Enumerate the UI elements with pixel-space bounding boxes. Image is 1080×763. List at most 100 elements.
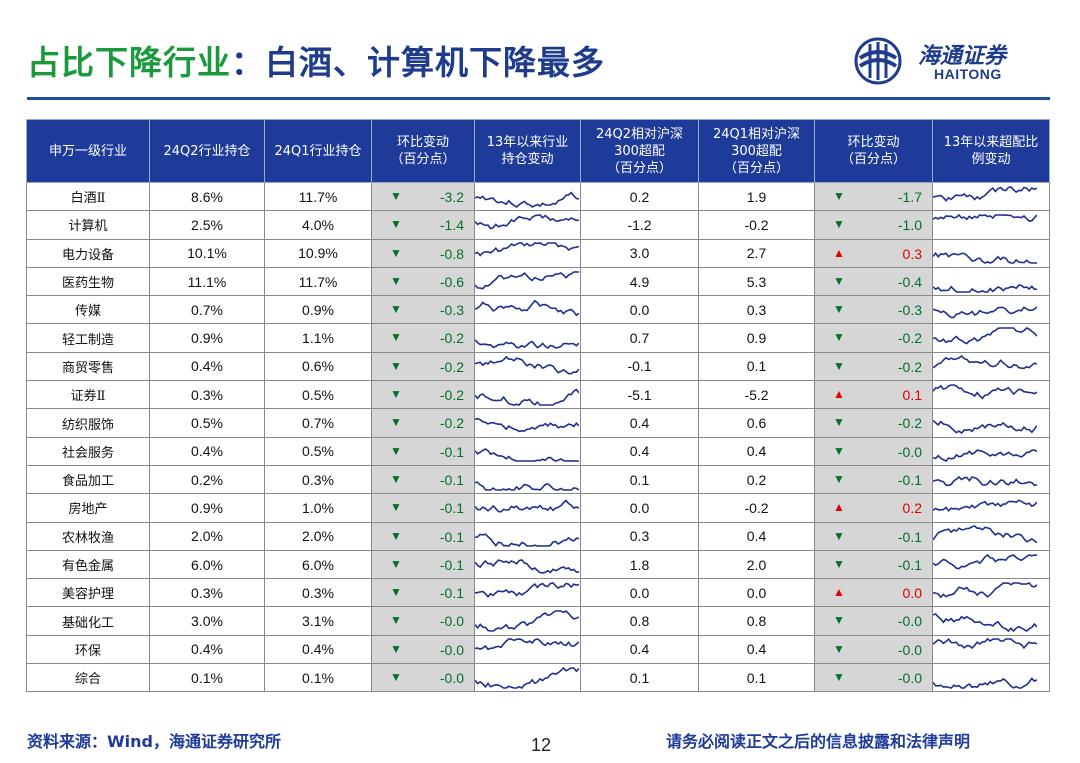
change-value: -0.2	[439, 415, 464, 432]
overweight-sparkline	[933, 475, 1037, 486]
holding-sparkline	[475, 388, 579, 406]
sparkline-path	[933, 613, 1037, 633]
holding-sparkline	[475, 356, 579, 375]
down-arrow-icon: ▼	[390, 670, 402, 685]
change-value: -0.2	[439, 387, 464, 404]
holding-change: ▼ -0.0	[371, 606, 475, 636]
holding-change: ▼ -0.0	[371, 634, 475, 665]
down-arrow-icon: ▼	[390, 500, 402, 515]
industry-name: 食品加工	[26, 464, 150, 495]
holding-change: ▼ -0.8	[371, 238, 475, 268]
overweight-sparkline-cell	[932, 464, 1050, 495]
overweight-change: ▼ -0.0	[814, 606, 933, 636]
overweight-sparkline	[933, 449, 1037, 463]
holding-change: ▼ -0.3	[371, 295, 475, 325]
holding-24q1: 11.7%	[264, 181, 372, 212]
holding-24q1: 6.0%	[264, 549, 372, 580]
down-arrow-icon: ▼	[390, 217, 402, 232]
table-row: 计算机 2.5% 4.0% ▼ -1.4 -1.2 -0.2 ▼ -1.0	[26, 210, 1050, 240]
sparkline-path	[933, 252, 1037, 265]
table-row: 社会服务 0.4% 0.5% ▼ -0.1 0.4 0.4 ▼ -0.0	[26, 436, 1050, 466]
overweight-24q2: 0.2	[580, 181, 699, 212]
holding-sparkline-cell	[474, 266, 581, 297]
overweight-change: ▼ -0.2	[814, 408, 933, 438]
overweight-24q2: 0.4	[580, 634, 699, 665]
holding-24q2: 0.3%	[149, 380, 265, 410]
overweight-sparkline-cell	[932, 578, 1050, 608]
industry-table: 申万一级行业 24Q2行业持仓 24Q1行业持仓 环比变动 （百分点） 13年以来行业 …	[26, 119, 1050, 693]
overweight-24q1: 2.7	[698, 238, 815, 268]
holding-24q2: 10.1%	[149, 238, 265, 268]
change-value: -0.1	[897, 556, 922, 573]
table-header: 申万一级行业 24Q2行业持仓 24Q1行业持仓 环比变动 （百分点） 13年以来行业 …	[26, 119, 1050, 183]
page-number: 12	[531, 735, 552, 755]
table-row: 食品加工 0.2% 0.3% ▼ -0.1 0.1 0.2 ▼ -0.1	[26, 464, 1050, 495]
holding-24q2: 11.1%	[149, 266, 265, 297]
holding-sparkline-cell	[474, 493, 581, 523]
change-value: -0.6	[439, 273, 464, 290]
industry-name: 电力设备	[26, 238, 150, 268]
holding-sparkline-cell	[474, 436, 581, 466]
table-row: 轻工制造 0.9% 1.1% ▼ -0.2 0.7 0.9 ▼ -0.2	[26, 323, 1050, 353]
holding-24q1: 1.0%	[264, 493, 372, 523]
overweight-change: ▼ -0.1	[814, 549, 933, 580]
change-value: -0.1	[439, 556, 464, 573]
logo-en: HAITONG	[934, 66, 1002, 82]
overweight-24q1: 0.3	[698, 295, 815, 325]
holding-sparkline	[475, 666, 579, 689]
industry-name: 基础化工	[26, 606, 150, 636]
holding-sparkline	[475, 191, 579, 208]
overweight-change: ▼ -0.1	[814, 521, 933, 551]
overweight-24q2: 0.0	[580, 578, 699, 608]
down-arrow-icon: ▼	[833, 189, 845, 203]
sparkline-path	[933, 185, 1037, 202]
down-arrow-icon: ▼	[833, 670, 845, 685]
overweight-24q1: 0.1	[698, 351, 815, 382]
holding-24q1: 0.5%	[264, 436, 372, 466]
sparkline-path	[933, 327, 1037, 345]
table-row: 基础化工 3.0% 3.1% ▼ -0.0 0.8 0.8 ▼ -0.0	[26, 606, 1050, 636]
column-header: 24Q1行业持仓	[264, 119, 372, 183]
overweight-24q1: 0.4	[698, 634, 815, 665]
holding-change: ▼ -1.4	[371, 210, 475, 240]
sparkline-path	[475, 242, 579, 257]
holding-24q1: 0.3%	[264, 578, 372, 608]
overweight-24q2: -0.1	[580, 351, 699, 382]
down-arrow-icon: ▼	[833, 528, 845, 543]
down-arrow-icon: ▼	[833, 415, 845, 430]
holding-sparkline-cell	[474, 549, 581, 580]
holding-change: ▼ -0.2	[371, 323, 475, 353]
change-value: 0.0	[902, 585, 922, 602]
holding-24q2: 3.0%	[149, 606, 265, 636]
holding-sparkline	[475, 480, 579, 491]
change-value: -0.1	[439, 528, 464, 545]
overweight-sparkline-cell	[932, 210, 1050, 240]
holding-24q1: 0.7%	[264, 408, 372, 438]
overweight-24q1: 0.4	[698, 521, 815, 551]
sparkline-path	[933, 581, 1037, 599]
change-value: -0.3	[897, 302, 922, 319]
sparkline-path	[475, 638, 579, 651]
industry-name: 医药生物	[26, 266, 150, 297]
down-arrow-icon: ▼	[390, 471, 402, 486]
change-value: -0.2	[897, 415, 922, 432]
up-arrow-icon: ▲	[833, 387, 845, 402]
column-header: 环比变动 （百分点）	[814, 119, 933, 183]
overweight-change: ▼ -0.2	[814, 351, 933, 382]
overweight-change: ▲ 0.0	[814, 578, 933, 608]
holding-sparkline	[475, 270, 579, 290]
overweight-24q2: 0.1	[580, 464, 699, 495]
overweight-24q1: 0.1	[698, 663, 815, 693]
change-value: -0.0	[439, 613, 464, 630]
sparkline-path	[475, 558, 579, 574]
down-arrow-icon: ▼	[390, 528, 402, 543]
overweight-24q2: 0.1	[580, 663, 699, 693]
overweight-sparkline	[933, 327, 1037, 345]
overweight-24q2: -5.1	[580, 380, 699, 410]
overweight-24q1: 5.3	[698, 266, 815, 297]
holding-sparkline-cell	[474, 634, 581, 665]
holding-24q2: 6.0%	[149, 549, 265, 580]
holding-sparkline-cell	[474, 464, 581, 495]
holding-change: ▼ -0.2	[371, 351, 475, 382]
change-value: -0.0	[897, 613, 922, 630]
